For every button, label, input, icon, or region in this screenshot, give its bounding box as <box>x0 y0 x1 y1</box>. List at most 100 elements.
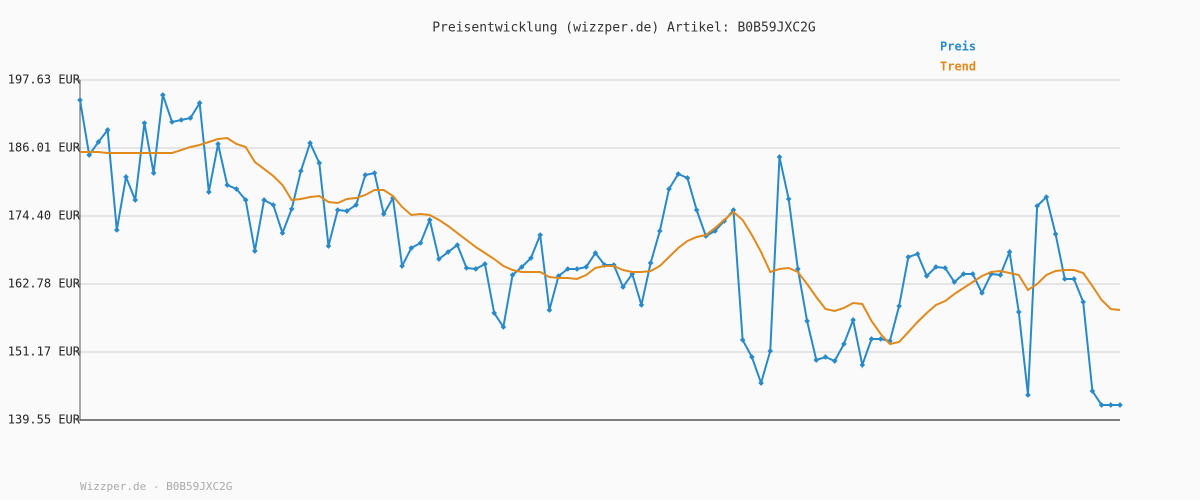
point-marker <box>491 310 497 316</box>
point-marker <box>583 264 590 270</box>
point-marker <box>785 196 792 202</box>
footer: Wizzper.de - B0B59JXC2G <box>80 480 232 493</box>
point-marker <box>969 271 976 277</box>
point-marker <box>1025 392 1031 398</box>
point-marker <box>666 186 672 192</box>
point-marker <box>436 256 442 262</box>
point-marker <box>758 380 764 386</box>
legend-label: Preis <box>940 40 976 54</box>
point-marker <box>242 197 249 203</box>
y-tick-label: 186.01 EUR <box>8 141 81 155</box>
point-marker <box>206 189 212 195</box>
y-tick-label: 174.40 EUR <box>8 208 81 222</box>
point-marker <box>353 202 359 208</box>
point-marker <box>169 119 175 125</box>
point-marker <box>749 354 755 360</box>
point-marker <box>463 265 470 271</box>
point-marker <box>141 120 148 126</box>
point-marker <box>896 303 902 309</box>
point-marker <box>767 348 774 354</box>
point-marker <box>95 139 102 145</box>
point-marker <box>933 264 939 270</box>
point-marker <box>150 170 157 176</box>
point-marker <box>841 341 847 347</box>
point-marker <box>684 175 691 181</box>
point-marker <box>859 362 866 368</box>
point-marker <box>537 232 544 238</box>
point-marker <box>233 186 240 192</box>
point-marker <box>1089 388 1096 394</box>
point-marker <box>776 154 783 160</box>
series-line <box>79 94 1120 407</box>
point-marker <box>417 240 424 246</box>
point-marker <box>1080 299 1087 305</box>
point-marker <box>905 254 912 260</box>
point-marker <box>261 197 267 203</box>
point-marker <box>316 160 323 166</box>
point-marker <box>224 182 231 188</box>
point-marker <box>325 243 332 249</box>
point-marker <box>518 264 525 270</box>
point-marker <box>638 302 645 308</box>
point-marker <box>160 92 166 98</box>
point-marker <box>960 271 967 277</box>
series-line <box>80 136 1121 346</box>
point-marker <box>334 207 341 213</box>
y-tick-label: 139.55 EUR <box>8 413 81 427</box>
point-marker <box>252 248 258 254</box>
point-marker <box>564 266 571 272</box>
point-marker <box>951 279 958 285</box>
y-tick-label: 151.17 EUR <box>8 344 81 358</box>
point-marker <box>620 284 626 290</box>
point-marker <box>408 245 415 251</box>
point-marker <box>592 250 599 256</box>
point-marker <box>178 117 185 123</box>
point-marker <box>1117 402 1123 408</box>
point-marker <box>454 242 461 248</box>
point-marker <box>528 255 534 261</box>
point-marker <box>509 272 516 278</box>
point-marker <box>196 100 203 106</box>
point-marker <box>123 174 129 180</box>
point-marker <box>804 318 810 324</box>
point-marker <box>288 206 295 212</box>
chart-title: Preisentwicklung (wizzper.de) Artikel: B… <box>432 21 816 36</box>
point-marker <box>693 207 700 213</box>
point-marker <box>914 251 921 257</box>
y-tick-label: 162.78 EUR <box>8 277 81 291</box>
point-marker <box>132 197 139 203</box>
point-marker <box>86 152 93 158</box>
point-marker <box>979 290 985 296</box>
point-marker <box>813 357 820 363</box>
point-marker <box>647 260 654 266</box>
point-marker <box>997 272 1004 278</box>
point-marker <box>739 337 746 343</box>
point-marker <box>923 273 930 279</box>
point-marker <box>270 202 277 208</box>
point-marker <box>1071 276 1077 282</box>
point-marker <box>730 207 737 213</box>
point-marker <box>1107 402 1114 408</box>
point-marker <box>942 265 948 271</box>
point-marker <box>500 324 507 330</box>
point-marker <box>1052 231 1059 237</box>
point-marker <box>445 249 451 255</box>
point-marker <box>380 211 387 217</box>
point-marker <box>362 172 369 178</box>
point-marker <box>472 266 479 272</box>
point-marker <box>822 354 829 360</box>
legend-label: Trend <box>940 60 976 74</box>
point-marker <box>546 307 553 313</box>
point-marker <box>1043 194 1050 200</box>
point-marker <box>187 115 194 121</box>
point-marker <box>279 230 286 236</box>
point-marker <box>482 261 488 267</box>
point-marker <box>868 336 875 342</box>
point-marker <box>298 168 304 174</box>
point-marker <box>1061 276 1068 282</box>
point-marker <box>656 228 663 234</box>
point-marker <box>1098 402 1105 408</box>
point-marker <box>1006 249 1013 255</box>
point-marker <box>307 140 313 146</box>
